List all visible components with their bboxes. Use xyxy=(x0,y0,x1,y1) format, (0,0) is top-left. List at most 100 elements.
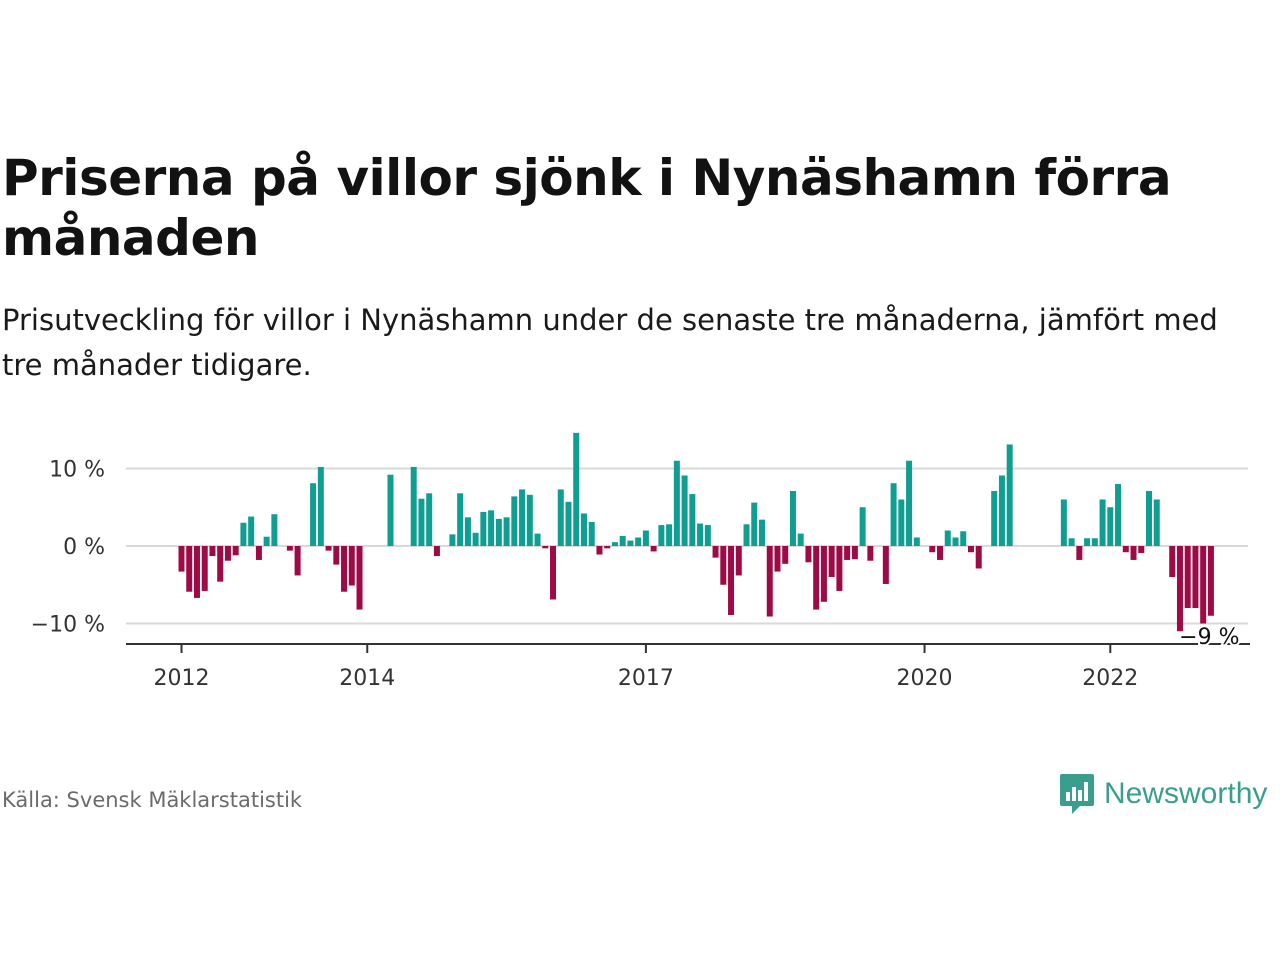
bar-positive xyxy=(1115,484,1122,546)
bar-positive xyxy=(797,533,804,546)
bar-positive xyxy=(998,475,1005,546)
bar-negative xyxy=(286,546,293,551)
bar-positive xyxy=(1006,444,1013,546)
bar-negative xyxy=(325,546,332,551)
bar-negative xyxy=(542,546,549,549)
bar-positive xyxy=(635,537,642,546)
bar-negative xyxy=(201,546,208,591)
bar-positive xyxy=(573,432,580,546)
bar-negative xyxy=(348,546,355,586)
bar-positive xyxy=(906,460,913,546)
bar-positive xyxy=(689,494,696,546)
bar-positive xyxy=(526,494,533,546)
bar-negative xyxy=(1184,546,1191,608)
bar-negative xyxy=(433,546,440,557)
bar-negative xyxy=(820,546,827,602)
bar-negative xyxy=(728,546,735,615)
bar-negative xyxy=(720,546,727,585)
x-axis: 2012 2014 2017 2020 2022 xyxy=(126,643,1250,691)
bar-negative xyxy=(867,546,874,561)
bar-positive xyxy=(642,530,649,546)
bar-negative xyxy=(851,546,858,560)
bar-negative xyxy=(1076,546,1083,560)
chart-title: Priserna på villor sjönk i Nynäshamn för… xyxy=(2,149,1172,267)
chart-subtitle: Prisutveckling för villor i Nynäshamn un… xyxy=(2,303,1218,382)
bar-positive xyxy=(759,519,765,546)
bar-negative xyxy=(774,546,781,572)
bar-positive xyxy=(519,489,526,546)
y-axis-labels: 10 % 0 % −10 % xyxy=(31,458,105,638)
bar-negative xyxy=(712,546,719,558)
bar-negative xyxy=(294,546,301,576)
bar-negative xyxy=(882,546,889,584)
x-tick-label: 2022 xyxy=(1082,666,1138,691)
bar-positive xyxy=(681,475,688,546)
bar-negative xyxy=(341,546,348,592)
bar-positive xyxy=(960,531,967,546)
bar-positive xyxy=(472,532,479,546)
bar-negative xyxy=(844,546,851,560)
bar-positive xyxy=(1091,538,1098,546)
y-tick-label: 10 % xyxy=(49,458,105,483)
bar-negative xyxy=(596,546,603,555)
bar-negative xyxy=(224,546,231,561)
bar-negative xyxy=(217,546,224,582)
bar-negative xyxy=(1169,546,1176,577)
bar-negative xyxy=(828,546,835,577)
bar-positive xyxy=(611,542,618,546)
bar-positive xyxy=(1153,499,1160,546)
bar-negative xyxy=(1192,546,1199,608)
bar-negative xyxy=(937,546,944,560)
bar-positive xyxy=(271,514,278,546)
bar-positive xyxy=(890,483,897,546)
x-tick-label: 2020 xyxy=(897,666,953,691)
brand-logo[interactable]: Newsworthy xyxy=(1058,772,1267,816)
bar-negative xyxy=(650,546,657,552)
bar-negative xyxy=(1200,546,1207,624)
bar-positive xyxy=(240,522,247,546)
bar-chart: 10 % 0 % −10 % 2012 2014 2017 2020 2022 −9 % xyxy=(31,432,1250,691)
source-note: Källa: Svensk Mäklarstatistik xyxy=(2,788,303,812)
bar-negative xyxy=(1122,546,1129,553)
x-tick-label: 2014 xyxy=(339,666,395,691)
bar-positive xyxy=(1146,490,1152,546)
annotation: −9 % xyxy=(1177,623,1241,652)
bar-positive xyxy=(248,516,255,546)
bar-positive xyxy=(619,535,626,546)
bar-negative xyxy=(186,546,193,592)
bar-positive xyxy=(913,537,920,546)
bar-negative xyxy=(813,546,820,610)
y-tick-label: 0 % xyxy=(63,535,105,560)
x-tick-label: 2012 xyxy=(154,666,210,691)
value-annotation: −9 % xyxy=(1179,625,1239,650)
bar-positive xyxy=(449,534,456,546)
bar-positive xyxy=(480,511,487,546)
bar-positive xyxy=(387,474,394,546)
bar-positive xyxy=(1068,538,1075,546)
brand-name: Newsworthy xyxy=(1104,777,1268,810)
bar-positive xyxy=(580,513,587,546)
bar-positive xyxy=(534,533,541,546)
bar-negative xyxy=(193,546,200,598)
bar-negative xyxy=(356,546,363,610)
bar-positive xyxy=(952,537,959,546)
bar-positive xyxy=(1060,499,1067,546)
bar-positive xyxy=(944,530,951,546)
bar-positive xyxy=(859,507,866,546)
bar-negative xyxy=(333,546,340,565)
bar-positive xyxy=(789,490,796,546)
bar-negative xyxy=(1130,546,1137,560)
bar-positive xyxy=(418,498,425,546)
bar-negative xyxy=(805,546,812,563)
bar-positive xyxy=(488,510,495,546)
bar-positive xyxy=(666,524,673,546)
bar-positive xyxy=(495,518,502,546)
bar-positive xyxy=(464,517,471,546)
bar-positive xyxy=(588,521,595,546)
bar-negative xyxy=(967,546,974,553)
bar-positive xyxy=(1099,499,1106,546)
bar-negative xyxy=(178,546,185,572)
bar-negative xyxy=(232,546,239,556)
bar-negative xyxy=(1138,546,1145,553)
bar-positive xyxy=(898,499,905,546)
